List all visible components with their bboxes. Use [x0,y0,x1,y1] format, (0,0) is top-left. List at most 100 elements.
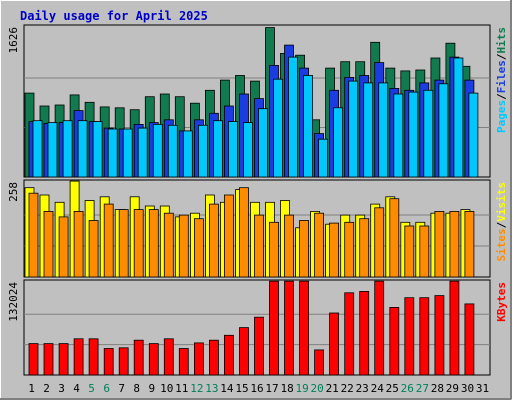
day-label: 6 [103,382,110,395]
bar-sites-day-7 [118,209,129,278]
bar-kbytes-day-22 [344,292,355,376]
bar-pages-day-16 [258,108,268,178]
day-label: 1 [28,382,35,395]
bar-sites-day-15 [239,187,249,278]
bar-pages-day-8 [137,127,148,178]
day-label: 16 [250,382,263,395]
day-label: 10 [160,382,173,395]
bar-sites-day-20 [314,212,325,278]
bar-kbytes-day-15 [239,327,249,376]
bar-sites-day-8 [133,209,144,278]
bar-kbytes-day-13 [208,339,219,376]
bar-kbytes-day-18 [284,280,294,376]
legend-entry: Sites [495,228,508,261]
bar-kbytes-day-4 [73,338,84,376]
bar-kbytes-day-16 [254,316,264,376]
bar-kbytes-day-2 [43,343,54,376]
bar-kbytes-day-5 [88,338,99,376]
bar-kbytes-day-24 [374,280,385,376]
legend-entry: / [495,221,508,228]
bar-sites-day-25 [389,198,400,278]
day-label: 9 [148,382,155,395]
bar-pages-day-24 [378,82,389,178]
bar-sites-day-21 [329,222,340,278]
day-label: 26 [401,382,414,395]
bar-sites-day-17 [269,221,279,278]
day-label: 25 [386,382,399,395]
bar-sites-day-28 [434,210,445,278]
bar-pages-day-25 [393,93,404,178]
bar-sites-day-2 [43,210,54,278]
bar-kbytes-day-26 [404,297,415,376]
day-label: 19 [295,382,308,395]
bar-pages-day-28 [438,83,449,178]
legend-entry: / [495,53,508,60]
day-label: 4 [73,382,80,395]
bar-kbytes-day-25 [389,306,400,376]
bar-sites-day-10 [163,212,174,278]
day-label: 12 [190,382,203,395]
bar-pages-day-9 [152,124,163,178]
day-label: 28 [431,382,444,395]
bar-kbytes-day-9 [148,343,159,376]
bar-kbytes-day-11 [178,348,189,376]
legend-visits-sites: Sites/Visits [495,182,508,262]
series-pages [32,56,479,178]
bar-pages-day-27 [423,89,434,178]
bar-kbytes-day-28 [434,295,445,376]
bar-pages-day-2 [47,122,58,178]
legend-entry: Files [495,60,508,93]
bar-sites-day-29 [449,210,460,278]
day-label: 24 [371,382,385,395]
bar-pages-day-23 [363,82,374,178]
bar-kbytes-day-17 [269,280,279,376]
series-kbytes [28,280,475,376]
bar-sites-day-16 [254,214,264,278]
bar-pages-day-18 [288,56,298,178]
bar-pages-day-17 [273,78,283,178]
bar-sites-day-22 [344,221,355,278]
bar-pages-day-29 [453,57,464,178]
bar-kbytes-day-8 [133,339,144,376]
bar-pages-day-21 [333,107,344,178]
bar-sites-day-23 [359,218,370,278]
legend-entry: KBytes [495,282,508,322]
bar-kbytes-day-19 [299,280,310,376]
bar-pages-day-11 [182,130,193,178]
bar-pages-day-5 [92,121,103,178]
bar-kbytes-day-20 [314,349,325,376]
bar-sites-day-18 [284,214,294,278]
day-label: 8 [133,382,140,395]
bar-pages-day-7 [122,128,133,178]
bar-sites-day-3 [58,216,69,278]
bar-pages-day-4 [77,120,88,178]
legend-entry: Visits [495,182,508,222]
bar-kbytes-day-12 [193,342,204,376]
bar-kbytes-day-21 [329,312,340,376]
bar-kbytes-day-6 [103,348,114,376]
legend-entry: / [495,93,508,100]
bar-pages-day-13 [212,120,223,178]
day-label: 23 [356,382,369,395]
day-label: 13 [205,382,218,395]
day-label: 2 [43,382,50,395]
day-label: 29 [446,382,459,395]
y-max-label: 1626 [7,27,20,54]
day-label: 18 [280,382,293,395]
day-label: 31 [476,382,489,395]
bar-sites-day-5 [88,220,99,278]
bar-pages-day-20 [318,138,329,178]
panel-kbytes: 132024 KBytes [7,279,508,376]
day-label: 15 [235,382,248,395]
bar-kbytes-day-3 [58,343,69,376]
day-label: 7 [118,382,125,395]
day-label: 21 [326,382,339,395]
bar-kbytes-day-29 [449,280,460,376]
day-label: 30 [461,382,474,395]
bar-sites-day-12 [193,218,204,278]
series-sites [28,187,475,278]
day-label: 27 [416,382,429,395]
x-axis-day-labels: 1 2 3 4 5 6 7 8 9 10 11 12 13 14 15 16 17 18 19 20 21 22 23 24 2… [28,382,489,395]
